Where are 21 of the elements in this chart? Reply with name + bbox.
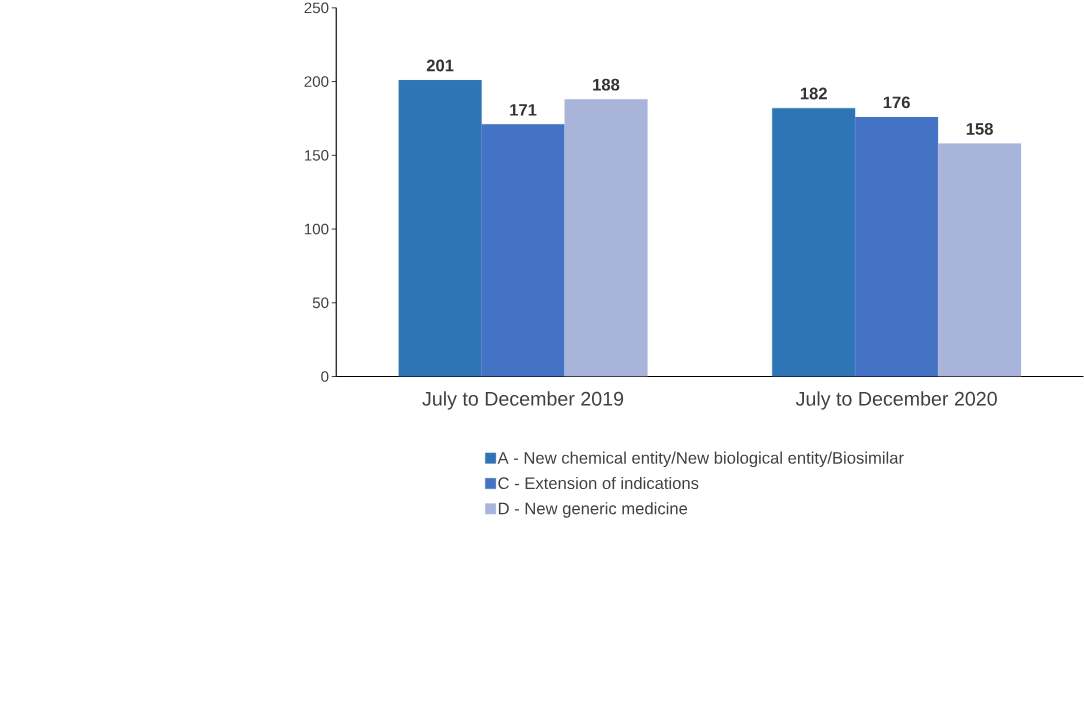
data-label: 188 <box>593 78 620 91</box>
legend-label: D - New generic medicine <box>498 502 688 518</box>
y-tick-label: 200 <box>304 76 329 87</box>
y-tick-label: 0 <box>321 371 329 382</box>
y-tick-label: 250 <box>304 2 329 14</box>
bar <box>772 107 856 377</box>
data-label: 182 <box>800 87 827 100</box>
x-tick-label: July to December 2020 <box>795 391 997 410</box>
bar <box>481 124 565 377</box>
data-label: 201 <box>426 59 454 72</box>
bar <box>855 116 939 377</box>
legend-label: A - New chemical entity/New biological entity/Biosimilar <box>497 451 904 467</box>
bar <box>398 79 482 377</box>
x-tick-label: July to December 2019 <box>422 391 624 410</box>
data-label: 158 <box>966 122 993 135</box>
data-label: 176 <box>883 96 910 109</box>
data-label: 171 <box>510 104 537 116</box>
y-tick-label: 100 <box>304 223 329 235</box>
y-tick-label: 150 <box>304 149 329 161</box>
y-tick-label: 50 <box>312 297 329 309</box>
legend-label: C - Extension of indications <box>498 476 699 489</box>
